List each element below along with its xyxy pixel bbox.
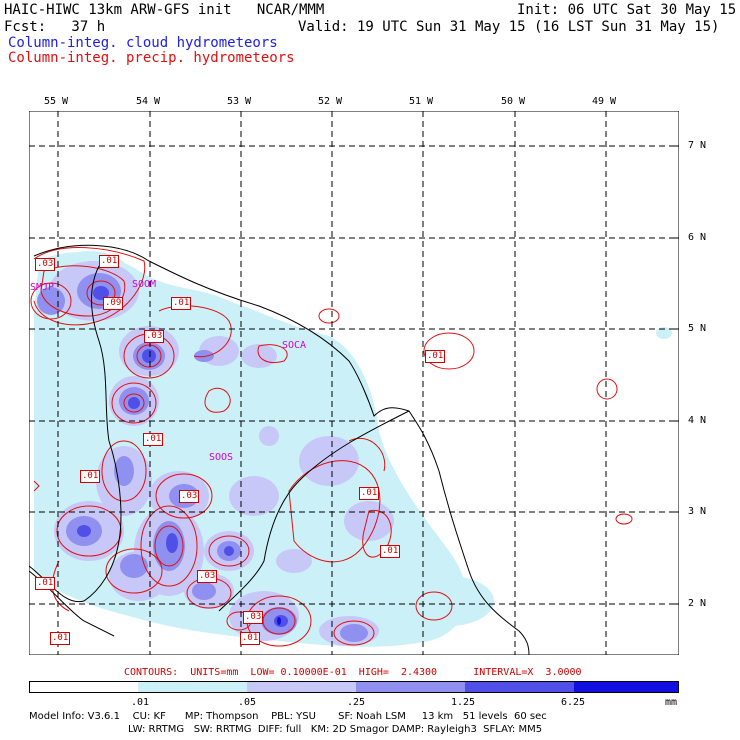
field-precip-label: Column-integ. precip. hydrometeors <box>8 50 295 66</box>
contour-info: CONTOURS: UNITS=mm LOW= 0.10000E-01 HIGH… <box>124 667 582 678</box>
colorbar-tick: 1.25 <box>451 697 476 708</box>
forecast-hour: Fcst: 37 h <box>4 19 106 35</box>
contour-label: .03 <box>179 490 200 503</box>
contour-label: .01 <box>380 545 401 558</box>
contour-label: .01 <box>171 297 192 310</box>
field-cloud-label: Column-integ. cloud hydrometeors <box>8 35 278 51</box>
lat-label: 3 N <box>688 506 707 517</box>
station-label: SOCA <box>282 340 307 351</box>
colorbar-segment <box>356 681 465 693</box>
precip-contours <box>30 246 633 647</box>
colorbar-tick: .25 <box>347 697 366 708</box>
plot-title: HAIC-HIWC 13km ARW-GFS init NCAR/MMM <box>4 2 325 18</box>
station-label: SMJP <box>30 282 55 293</box>
colorbar-segment <box>29 681 138 693</box>
colorbar-segment <box>574 681 679 693</box>
contour-label: .01 <box>99 255 120 268</box>
lon-label: 51 W <box>409 96 434 107</box>
lon-label: 52 W <box>318 96 343 107</box>
contour-label: .03 <box>35 258 56 271</box>
lon-label: 55 W <box>44 96 69 107</box>
colorbar-units: mm <box>665 697 678 708</box>
lat-label: 2 N <box>688 598 707 609</box>
lon-label: 49 W <box>592 96 617 107</box>
station-label: SOOS <box>209 452 234 463</box>
model-info-line2: LW: RRTMG SW: RRTMG DIFF: full KM: 2D Sm… <box>128 724 543 735</box>
map-panel <box>29 111 679 655</box>
colorbar-tick: .01 <box>131 697 150 708</box>
contour-label: .03 <box>197 570 218 583</box>
lon-label: 53 W <box>227 96 252 107</box>
contour-label: .03 <box>144 330 165 343</box>
lon-label: 50 W <box>501 96 526 107</box>
model-info-line1: Model Info: V3.6.1 CU: KF MP: Thompson P… <box>29 711 547 722</box>
contour-label: .01 <box>80 470 101 483</box>
colorbar-segment <box>465 681 574 693</box>
colorbar-segment <box>247 681 356 693</box>
colorbar-tick: 6.25 <box>561 697 586 708</box>
contour-label: .09 <box>103 297 124 310</box>
contour-label: .03 <box>243 611 264 624</box>
contour-label: .01 <box>425 350 446 363</box>
contour-label: .01 <box>35 577 56 590</box>
lat-lon-grid <box>29 111 679 655</box>
lat-label: 5 N <box>688 323 707 334</box>
colorbar-segment <box>138 681 247 693</box>
contour-label: .01 <box>50 632 71 645</box>
contour-label: .01 <box>359 487 380 500</box>
contour-label: .01 <box>240 632 261 645</box>
colorbar-tick: .05 <box>238 697 257 708</box>
contour-label: .01 <box>143 433 164 446</box>
init-time: Init: 06 UTC Sat 30 May 15 <box>517 2 737 18</box>
lat-label: 7 N <box>688 140 707 151</box>
coastline <box>29 244 530 655</box>
lat-label: 6 N <box>688 232 707 243</box>
station-label: SOOM <box>132 279 157 290</box>
lon-label: 54 W <box>136 96 161 107</box>
valid-time: Valid: 19 UTC Sun 31 May 15 (16 LST Sun … <box>298 19 720 35</box>
lat-label: 4 N <box>688 415 707 426</box>
